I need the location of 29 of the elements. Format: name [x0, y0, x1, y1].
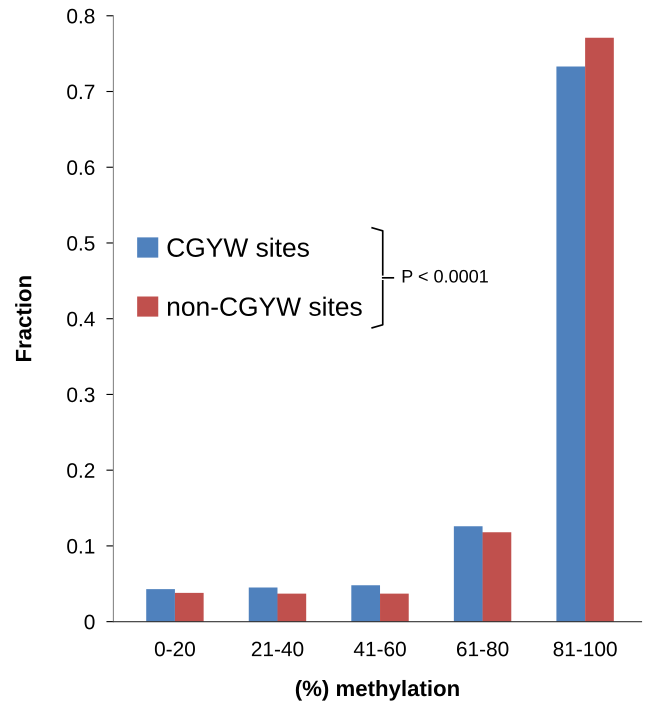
- bar: [146, 589, 175, 622]
- bar: [556, 66, 586, 622]
- x-tick-label: 0-20: [154, 642, 195, 656]
- legend-label: non-CGYW sites: [168, 296, 362, 316]
- x-tick-label: 61-80: [456, 642, 508, 656]
- y-tick-label: 0.1: [67, 538, 94, 554]
- bar: [248, 588, 278, 622]
- y-axis-title: Fraction: [15, 276, 32, 362]
- y-tick-label: 0: [84, 614, 95, 630]
- y-tick-label: 0.5: [67, 236, 94, 251]
- x-tick-label: 21-40: [252, 642, 304, 656]
- bar: [351, 585, 380, 622]
- bar: [585, 38, 614, 622]
- y-tick-label: 0.3: [67, 387, 94, 402]
- bar: [482, 532, 512, 622]
- x-axis-title: (%) methylation: [296, 680, 459, 701]
- x-tick-label: 41-60: [354, 642, 406, 656]
- bar: [174, 592, 204, 622]
- y-tick-label: 0.4: [67, 312, 95, 326]
- bar: [380, 594, 409, 622]
- y-tick-label: 0.8: [67, 8, 94, 24]
- bar: [454, 526, 483, 622]
- legend-label: CGYW sites: [168, 238, 309, 257]
- y-tick-label: 0.7: [67, 84, 94, 100]
- x-tick-label: 81-100: [554, 642, 617, 656]
- y-tick-label: 0.2: [67, 463, 94, 478]
- bar: [277, 594, 306, 622]
- y-tick-label: 0.6: [67, 160, 94, 175]
- annotation: P < 0.0001: [402, 270, 488, 283]
